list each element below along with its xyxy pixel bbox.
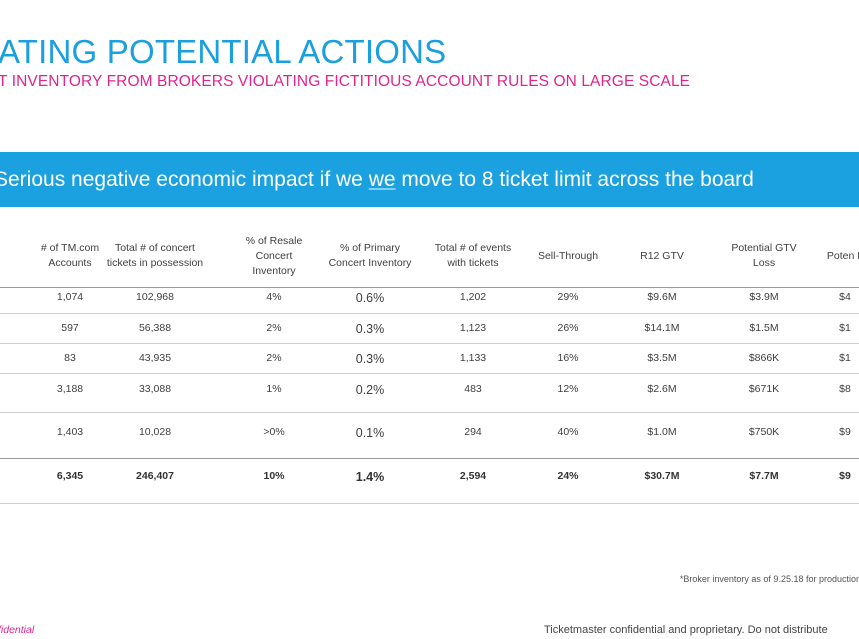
table-cell: $8 <box>839 383 851 395</box>
table-cell: 1,074 <box>56 291 84 303</box>
total-cell: 6,345 <box>56 470 84 482</box>
table-cell: 597 <box>61 322 79 334</box>
banner-text-after: move to 8 ticket limit across the board <box>395 168 754 191</box>
table-cell: $1.0M <box>647 426 677 438</box>
table-cell: $1 <box>839 322 851 334</box>
total-cell: 246,407 <box>136 470 174 482</box>
table-cell: 1,123 <box>459 322 487 334</box>
table-cell: 83 <box>64 352 76 364</box>
table-cell: 1,202 <box>459 291 487 303</box>
column-header: R12 GTV <box>640 249 684 262</box>
table-cell: $3.9M <box>749 291 779 303</box>
slide-subtitle: T INVENTORY FROM BROKERS VIOLATING FICTI… <box>0 73 691 90</box>
table-cell: $14.1M <box>644 322 680 334</box>
table-cell: $9.6M <box>647 291 677 303</box>
table-cell: 1% <box>266 383 282 395</box>
table-cell: 1,133 <box>459 352 487 364</box>
table-cell: $750K <box>748 426 780 438</box>
table-cell: 12% <box>557 383 579 395</box>
footnote: *Broker inventory as of 9.25.18 for prod… <box>679 574 859 584</box>
total-cell: 24% <box>557 470 579 482</box>
table-cell: $1 <box>839 352 851 364</box>
footer-disclaimer: Ticketmaster confidential and proprietar… <box>544 624 828 636</box>
table-cell: 10,028 <box>138 426 172 438</box>
column-header: Total # of concert tickets in possession <box>106 242 204 269</box>
table-cell: 1,403 <box>56 426 84 438</box>
banner-text-squiggle: we <box>368 168 396 191</box>
table-cell: 43,935 <box>138 352 172 364</box>
table-cell: $2.6M <box>647 383 677 395</box>
table-cell: 294 <box>464 426 482 438</box>
table-cell: 4% <box>266 291 282 303</box>
total-cell: $9 <box>839 470 851 482</box>
total-divider <box>0 458 859 459</box>
table-cell: 102,968 <box>136 291 174 303</box>
table-bottom-divider <box>0 503 859 504</box>
table-cell: y <box>0 291 6 303</box>
column-header: Sell-Through <box>537 249 599 262</box>
column-header: Total # of events with tickets <box>434 242 512 269</box>
table-cell: $671K <box>748 383 780 395</box>
table-cell: >0% <box>263 426 285 438</box>
row-divider <box>0 412 859 413</box>
key-message-banner: Serious negative economic impact if we w… <box>0 152 859 207</box>
table-cell: $1.5M <box>749 322 779 334</box>
total-cell: 2,594 <box>459 470 487 482</box>
row-divider <box>0 373 859 374</box>
total-cell: 1.4% <box>355 470 385 484</box>
table-cell: 40% <box>557 426 579 438</box>
column-header <box>0 225 6 287</box>
table-cell: 33,088 <box>138 383 172 395</box>
row-divider <box>0 313 859 314</box>
banner-text-before: Serious negative economic impact if we <box>0 168 369 191</box>
table-cell: $866K <box>748 352 780 364</box>
table-cell: $4 <box>839 291 851 303</box>
table-cell: 29% <box>557 291 579 303</box>
column-header: Potential GTV Loss <box>731 242 797 269</box>
table-cell: 2% <box>266 352 282 364</box>
table-cell: 0.6% <box>355 291 385 305</box>
table-cell: 3,188 <box>56 383 84 395</box>
header-divider <box>0 287 859 288</box>
total-cell: $7.7M <box>749 470 779 482</box>
table-cell: 2% <box>266 322 282 334</box>
banner-text: Serious negative economic impact if we w… <box>0 168 754 192</box>
table-cell: 16% <box>557 352 579 364</box>
table-cell: $9 <box>839 426 851 438</box>
table-cell: 483 <box>464 383 482 395</box>
table-cell: 0.2% <box>355 383 385 397</box>
table-cell: 0.3% <box>355 352 385 366</box>
table-cell: $3.5M <box>647 352 677 364</box>
total-cell: $30.7M <box>644 470 680 482</box>
table-cell: 26% <box>557 322 579 334</box>
table-cell: 56,388 <box>138 322 172 334</box>
footer-confidential-label: fidential <box>0 624 35 636</box>
table-cell: : <box>0 383 6 395</box>
row-divider <box>0 343 859 344</box>
table-cell: 0.3% <box>355 322 385 336</box>
column-header: # of TM.com Accounts <box>40 242 100 269</box>
total-cell: 10% <box>263 470 285 482</box>
slide-title: ATING POTENTIAL ACTIONS <box>0 33 447 70</box>
table-cell: 0.1% <box>355 426 385 440</box>
column-header: % of Primary Concert Inventory <box>328 242 412 269</box>
column-header: Poten L <box>826 249 859 262</box>
column-header: % of Resale Concert Inventory <box>245 234 303 277</box>
